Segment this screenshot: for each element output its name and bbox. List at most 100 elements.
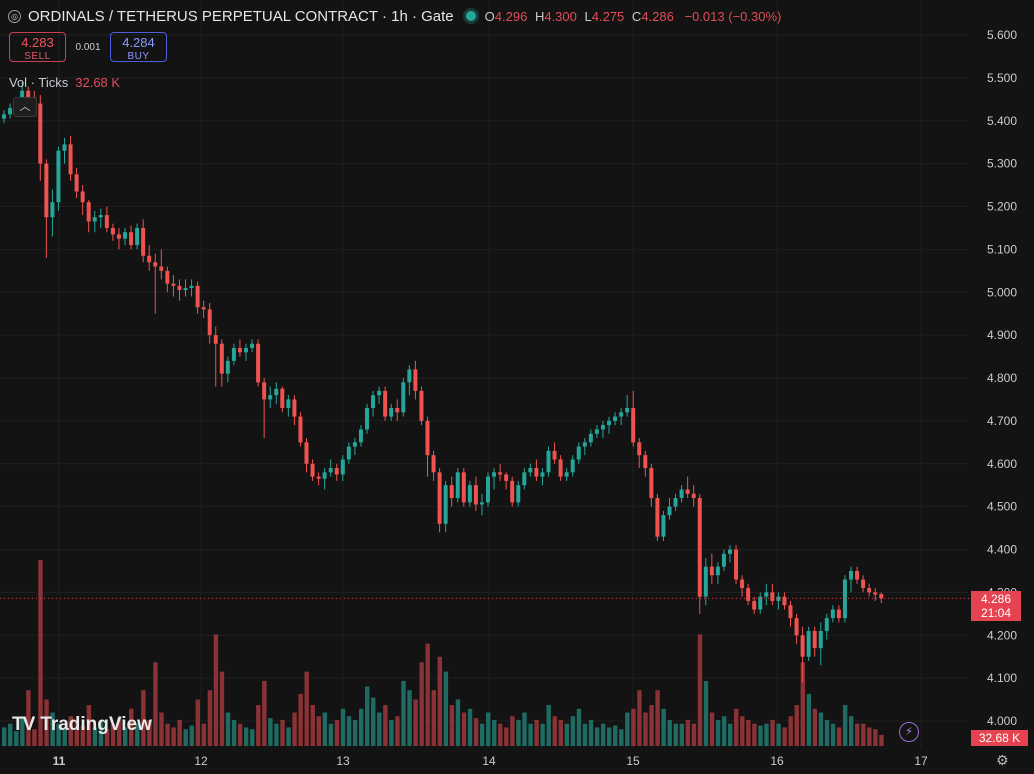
candle-body: [455, 472, 460, 499]
tradingview-logo[interactable]: TV TradingView: [12, 714, 152, 736]
candle-body: [498, 472, 503, 475]
volume-bar: [673, 723, 678, 746]
candle-body: [752, 600, 757, 610]
buy-button[interactable]: 4.284 BUY: [110, 32, 167, 62]
volume-bar: [806, 693, 812, 746]
volume-bar: [842, 705, 848, 746]
symbol-title[interactable]: ORDINALS / TETHERUS PERPETUAL CONTRACT ·…: [28, 7, 454, 25]
candle-body: [153, 262, 158, 267]
volume-bar: [123, 727, 128, 746]
candle-body: [685, 489, 690, 494]
volume-bar: [770, 719, 775, 746]
price-axis: 4.0004.1004.2004.3004.4004.5004.6004.700…: [987, 28, 1017, 728]
candle-body: [794, 618, 799, 636]
volume-bar: [679, 723, 684, 746]
volume-bar: [256, 705, 261, 746]
volume-bar: [244, 727, 249, 746]
candle-body: [316, 476, 321, 479]
volume-bar: [467, 708, 473, 746]
volume-bar: [274, 723, 279, 746]
volume-bar: [56, 723, 61, 746]
volume-bars: [2, 560, 884, 746]
volume-bar: [74, 719, 79, 746]
candle-body: [836, 609, 841, 619]
gear-icon[interactable]: ⚙: [996, 752, 1009, 768]
volume-bar: [322, 712, 328, 746]
x-tick-label: 14: [482, 754, 496, 768]
candle-body: [667, 506, 672, 516]
volume-bar: [607, 727, 612, 746]
volume-bar: [104, 729, 110, 746]
candle-body: [68, 144, 73, 175]
candle-body: [486, 476, 490, 503]
volume-bar: [431, 690, 436, 746]
volume-bar: [473, 718, 479, 746]
candle-body: [467, 485, 472, 503]
candle-body: [721, 553, 726, 567]
x-tick-label: 16: [770, 754, 784, 768]
candle-body: [764, 592, 769, 597]
volume-bar: [504, 727, 509, 746]
candle-body: [576, 446, 581, 460]
volume-badge: 32.68 K: [971, 730, 1028, 746]
volume-legend[interactable]: Vol · Ticks 32.68 K: [9, 75, 120, 90]
volume-bar: [685, 719, 691, 746]
chevron-up-icon[interactable]: ︿: [13, 97, 37, 117]
candle-body: [534, 468, 539, 477]
volume-bar: [310, 705, 315, 746]
low-value: 4.275: [591, 8, 625, 24]
candle-body: [328, 468, 333, 473]
y-tick-label: 4.100: [987, 671, 1017, 685]
volume-bar: [764, 723, 769, 746]
y-tick-label: 4.500: [987, 500, 1017, 514]
candle-body: [516, 485, 521, 503]
last-price-value: 4.286: [980, 592, 1012, 606]
volume-bar: [262, 680, 267, 746]
candle-body: [383, 390, 388, 417]
volume-bar: [237, 723, 243, 746]
volume-bar: [498, 723, 503, 746]
volume-bar: [147, 719, 152, 746]
volume-bar: [873, 729, 878, 746]
volume-bar: [582, 723, 588, 746]
candle-body: [189, 285, 194, 288]
candle-body: [449, 485, 454, 499]
exchange-logo-icon: ◎: [8, 9, 21, 23]
candle-body: [340, 459, 345, 475]
candle-body: [879, 594, 884, 599]
volume-bar: [534, 719, 539, 746]
candle-body: [50, 202, 55, 218]
volume-bar: [655, 690, 660, 746]
volume-bar: [135, 723, 140, 746]
volume-bar: [377, 712, 382, 746]
candle-body: [613, 416, 618, 421]
candle-body: [237, 347, 242, 353]
candle-body: [709, 566, 714, 576]
candle-body: [334, 468, 339, 475]
candle-body: [165, 270, 170, 284]
candle-body: [522, 472, 527, 486]
volume-legend-label: Vol · Ticks: [9, 75, 69, 90]
volume-bar: [231, 719, 237, 746]
y-tick-label: 5.200: [987, 200, 1017, 214]
x-tick-label: 12: [194, 754, 208, 768]
candle-body: [867, 588, 872, 593]
lightning-icon[interactable]: ⚡: [899, 722, 919, 742]
volume-bar: [8, 723, 13, 746]
buy-label: BUY: [127, 51, 150, 62]
volume-bar: [600, 723, 606, 746]
candle-body: [352, 442, 357, 447]
candle-body: [244, 347, 248, 353]
volume-bar: [540, 723, 545, 746]
sell-button[interactable]: 4.283 SELL: [9, 32, 66, 62]
candle-body: [365, 408, 369, 430]
volume-bar: [479, 723, 485, 746]
volume-bar: [758, 725, 763, 746]
x-tick-label: 13: [336, 754, 350, 768]
volume-bar: [2, 727, 7, 746]
volume-bar: [830, 723, 836, 746]
y-tick-label: 5.300: [987, 157, 1017, 171]
candle-body: [159, 266, 164, 271]
volume-bar: [728, 723, 733, 746]
